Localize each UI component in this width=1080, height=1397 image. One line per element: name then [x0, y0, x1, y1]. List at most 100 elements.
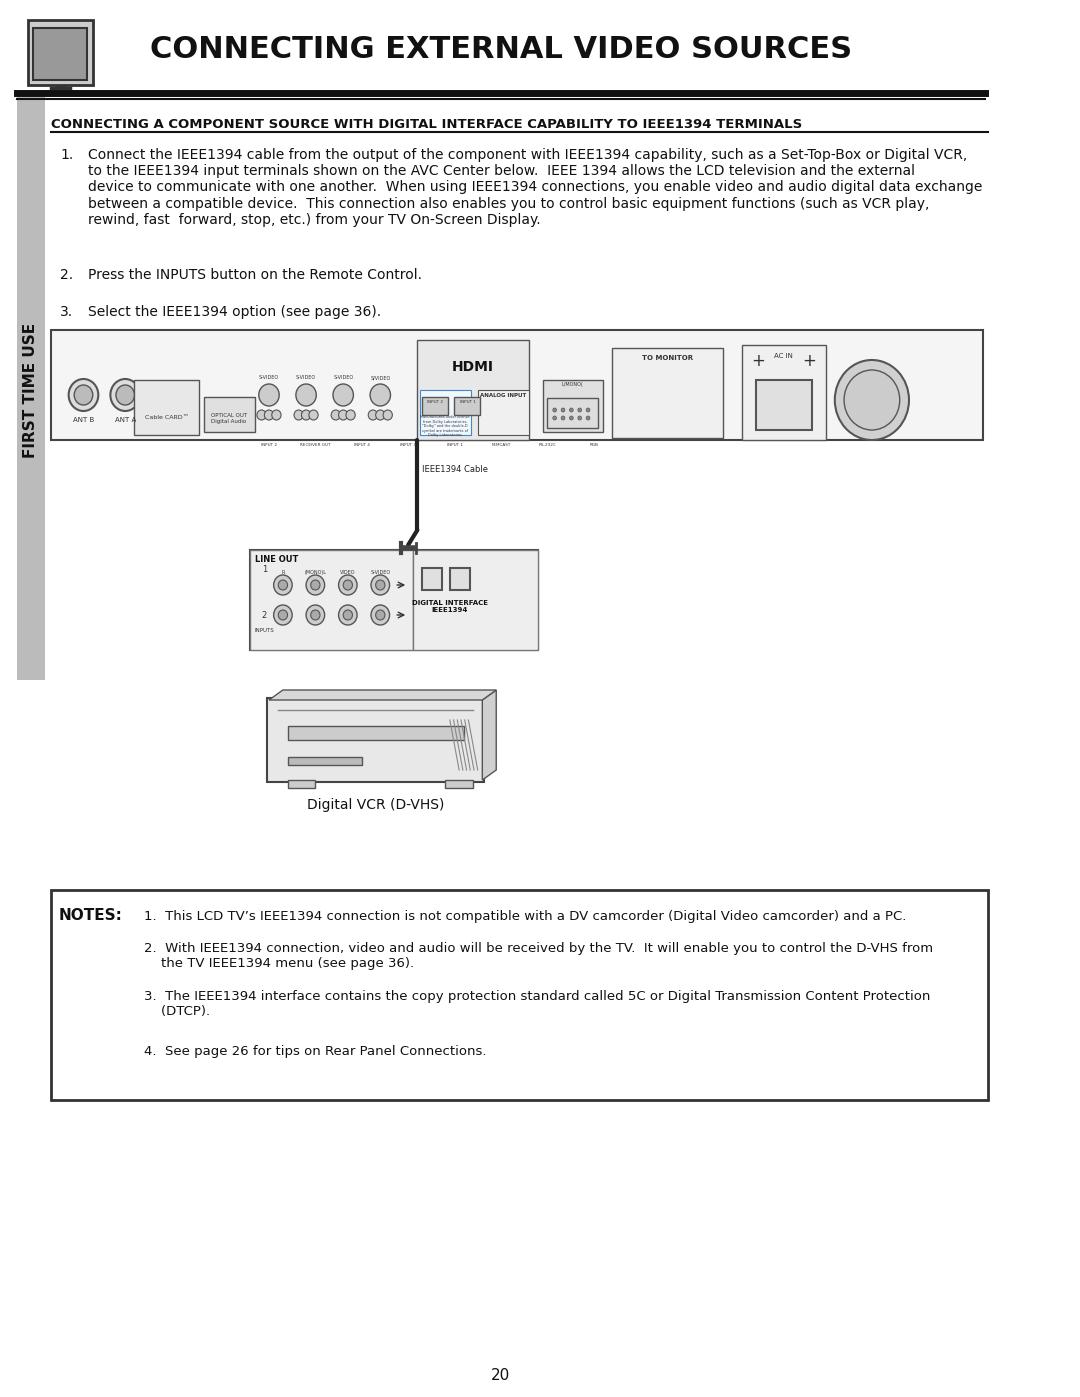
- Circle shape: [332, 409, 340, 420]
- Circle shape: [279, 610, 287, 620]
- FancyBboxPatch shape: [33, 28, 87, 80]
- Text: AC IN: AC IN: [774, 353, 793, 359]
- Circle shape: [75, 386, 93, 405]
- Text: Digital VCR (D-VHS): Digital VCR (D-VHS): [307, 798, 444, 812]
- Circle shape: [586, 408, 590, 412]
- Circle shape: [845, 370, 900, 430]
- Text: 1.  This LCD TV’s IEEE1394 connection is not compatible with a DV camcorder (Dig: 1. This LCD TV’s IEEE1394 connection is …: [144, 909, 906, 923]
- Circle shape: [69, 379, 98, 411]
- Text: M-MCAST: M-MCAST: [491, 443, 511, 447]
- Text: OPTICAL OUT
Digital Audio: OPTICAL OUT Digital Audio: [211, 414, 247, 423]
- Text: S-VIDEO: S-VIDEO: [370, 570, 390, 576]
- Text: S-VIDEO: S-VIDEO: [296, 374, 316, 380]
- Circle shape: [311, 610, 320, 620]
- Text: INPUT 1: INPUT 1: [446, 443, 462, 447]
- Text: VIDEO: VIDEO: [340, 570, 355, 576]
- Text: TO MONITOR: TO MONITOR: [643, 355, 693, 360]
- Circle shape: [309, 409, 319, 420]
- Text: RECEIVER OUT: RECEIVER OUT: [300, 443, 330, 447]
- Circle shape: [257, 409, 266, 420]
- Bar: [417, 339, 529, 440]
- Text: S-VIDEO: S-VIDEO: [333, 374, 353, 380]
- Circle shape: [273, 605, 293, 624]
- Circle shape: [383, 409, 392, 420]
- Circle shape: [333, 384, 353, 407]
- Text: S-VIDEO: S-VIDEO: [259, 374, 279, 380]
- Bar: [422, 569, 443, 590]
- Circle shape: [370, 384, 391, 407]
- Circle shape: [372, 605, 390, 624]
- Text: 1: 1: [261, 566, 267, 574]
- Text: 1.: 1.: [60, 148, 73, 162]
- Text: 3.  The IEEE1394 interface contains the copy protection standard called 5C or Di: 3. The IEEE1394 interface contains the c…: [144, 990, 930, 1018]
- Bar: [204, 397, 255, 432]
- Circle shape: [343, 580, 352, 590]
- Text: 3.: 3.: [60, 305, 73, 319]
- Bar: [548, 398, 598, 427]
- Circle shape: [346, 409, 355, 420]
- Bar: [756, 380, 811, 430]
- Text: 4.  See page 26 for tips on Rear Panel Connections.: 4. See page 26 for tips on Rear Panel Co…: [144, 1045, 486, 1058]
- Polygon shape: [269, 690, 496, 700]
- Bar: [612, 348, 724, 439]
- Bar: [135, 380, 200, 434]
- Text: S/VIDEO: S/VIDEO: [370, 374, 390, 380]
- Bar: [287, 726, 463, 740]
- Text: CONNECTING A COMPONENT SOURCE WITH DIGITAL INTERFACE CAPABILITY TO IEEE1394 TERM: CONNECTING A COMPONENT SOURCE WITH DIGIT…: [51, 117, 802, 131]
- Text: Connect the IEEE1394 cable from the output of the component with IEEE1394 capabi: Connect the IEEE1394 cable from the outp…: [89, 148, 983, 226]
- Text: Select the IEEE1394 option (see page 36).: Select the IEEE1394 option (see page 36)…: [89, 305, 381, 319]
- Circle shape: [116, 386, 135, 405]
- Bar: [51, 330, 983, 440]
- Circle shape: [376, 580, 384, 590]
- Circle shape: [553, 408, 556, 412]
- Circle shape: [343, 610, 352, 620]
- Circle shape: [376, 610, 384, 620]
- Polygon shape: [483, 690, 496, 780]
- Circle shape: [372, 576, 390, 595]
- Text: ANALOG INPUT: ANALOG INPUT: [480, 393, 526, 398]
- Text: L/MONO(: L/MONO(: [562, 381, 583, 387]
- Text: INPUT 1: INPUT 1: [460, 400, 475, 404]
- Text: HDMI: HDMI: [453, 360, 494, 374]
- Circle shape: [110, 379, 140, 411]
- Bar: [477, 390, 529, 434]
- Circle shape: [272, 409, 281, 420]
- Text: (MONO)L: (MONO)L: [305, 570, 326, 576]
- Bar: [455, 397, 481, 415]
- Circle shape: [368, 409, 378, 420]
- Circle shape: [376, 409, 384, 420]
- Bar: [287, 757, 362, 766]
- FancyBboxPatch shape: [267, 698, 484, 782]
- Text: RS-232C: RS-232C: [538, 443, 556, 447]
- Circle shape: [338, 576, 357, 595]
- Bar: [413, 550, 538, 650]
- Text: 2.  With IEEE1394 connection, video and audio will be received by the TV.  It wi: 2. With IEEE1394 connection, video and a…: [144, 942, 933, 970]
- Circle shape: [586, 416, 590, 420]
- Text: INPUT 3: INPUT 3: [400, 443, 416, 447]
- Text: +: +: [802, 352, 816, 370]
- Bar: [287, 780, 315, 788]
- Circle shape: [296, 384, 316, 407]
- Bar: [16, 95, 44, 680]
- Text: Manufactured under license
from Dolby Laboratories.
"Dolby" and the double-D
sym: Manufactured under license from Dolby La…: [420, 415, 470, 437]
- Circle shape: [835, 360, 909, 440]
- Text: 20: 20: [491, 1368, 511, 1383]
- Circle shape: [259, 384, 280, 407]
- Text: INPUT 4: INPUT 4: [354, 443, 369, 447]
- FancyBboxPatch shape: [51, 890, 988, 1099]
- Circle shape: [562, 416, 565, 420]
- Bar: [542, 380, 603, 432]
- Circle shape: [553, 416, 556, 420]
- Circle shape: [338, 409, 348, 420]
- Text: DIGITAL INTERFACE
IEEE1394: DIGITAL INTERFACE IEEE1394: [411, 599, 488, 613]
- Circle shape: [569, 408, 573, 412]
- Text: Press the INPUTS button on the Remote Control.: Press the INPUTS button on the Remote Co…: [89, 268, 422, 282]
- Bar: [251, 550, 538, 650]
- Text: IEEE1394 Cable: IEEE1394 Cable: [422, 465, 488, 475]
- Circle shape: [338, 605, 357, 624]
- Circle shape: [273, 576, 293, 595]
- Text: 2: 2: [261, 610, 267, 619]
- Bar: [251, 550, 413, 650]
- Text: Cable CARD™: Cable CARD™: [145, 415, 189, 420]
- Circle shape: [562, 408, 565, 412]
